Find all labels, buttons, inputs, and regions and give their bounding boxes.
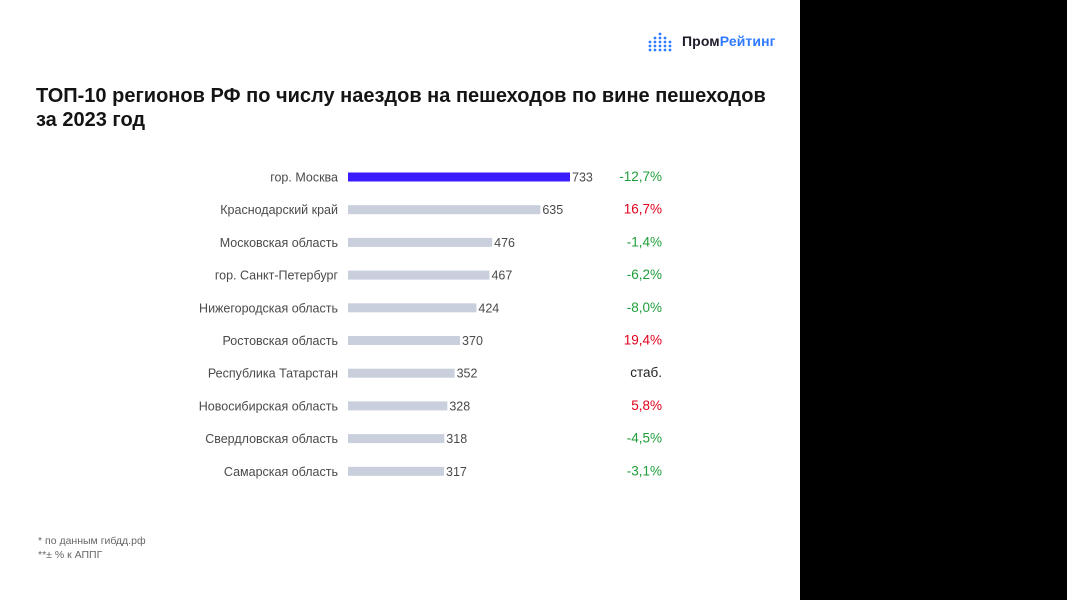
- bar-chart: гор. Москва 733 -12,7% Краснодарский край 63…: [199, 169, 662, 479]
- category-label: Краснодарский край: [220, 203, 338, 217]
- bar: [348, 401, 448, 411]
- logo-text-part1: Пром: [682, 33, 720, 49]
- prom-rating-logo: ПромРейтинг: [648, 30, 776, 52]
- value-label: 318: [446, 432, 467, 446]
- value-label: 424: [478, 301, 499, 315]
- category-label: Ростовская область: [223, 334, 339, 348]
- bar: [348, 205, 541, 215]
- category-label: Республика Татарстан: [208, 367, 338, 381]
- change-label: -1,4%: [627, 234, 662, 249]
- change-label: стаб.: [630, 365, 662, 380]
- value-label: 370: [462, 334, 483, 348]
- bar: [348, 172, 570, 182]
- category-label: Московская область: [220, 236, 338, 250]
- bar: [348, 336, 461, 345]
- change-label: -4,5%: [627, 431, 662, 446]
- logo-text: ПромРейтинг: [682, 33, 776, 49]
- category-label: гор. Санкт-Петербург: [215, 269, 339, 283]
- value-label: 352: [457, 367, 478, 381]
- value-label: 635: [542, 203, 563, 217]
- change-label: -3,1%: [627, 463, 662, 478]
- value-label: 476: [494, 236, 515, 250]
- dot-matrix-bars-icon: [648, 32, 672, 52]
- category-label: гор. Москва: [270, 171, 338, 185]
- footnote-source: * по данным гибдд.рф: [38, 535, 146, 547]
- category-label: Свердловская область: [205, 432, 338, 446]
- change-label: 16,7%: [624, 202, 662, 217]
- logo-text-part2: Рейтинг: [719, 33, 776, 49]
- value-label: 317: [446, 465, 467, 479]
- bar: [348, 237, 493, 247]
- category-label: Нижегородская область: [199, 301, 338, 315]
- chart-title: ТОП-10 регионов РФ по числу наездов на п…: [36, 85, 766, 131]
- footnotes: * по данным гибдд.рф **± % к АППГ: [38, 534, 146, 562]
- category-label: Новосибирская область: [199, 399, 338, 413]
- slide: ПромРейтинг ТОП-10 регионов РФ по числу …: [0, 0, 800, 600]
- change-label: -12,7%: [619, 169, 662, 184]
- change-label: 5,8%: [631, 398, 662, 413]
- bar: [348, 466, 445, 476]
- change-label: -6,2%: [627, 267, 662, 282]
- value-label: 733: [572, 171, 593, 185]
- bar: [348, 434, 445, 444]
- change-label: -8,0%: [627, 300, 662, 315]
- value-label: 467: [491, 269, 512, 283]
- value-label: 328: [449, 399, 470, 413]
- bar: [348, 368, 455, 378]
- category-label: Самарская область: [224, 465, 338, 479]
- bar: [348, 270, 490, 280]
- bar: [348, 303, 477, 313]
- footnote-change-note: **± % к АППГ: [38, 549, 103, 562]
- change-label: 19,4%: [624, 333, 662, 348]
